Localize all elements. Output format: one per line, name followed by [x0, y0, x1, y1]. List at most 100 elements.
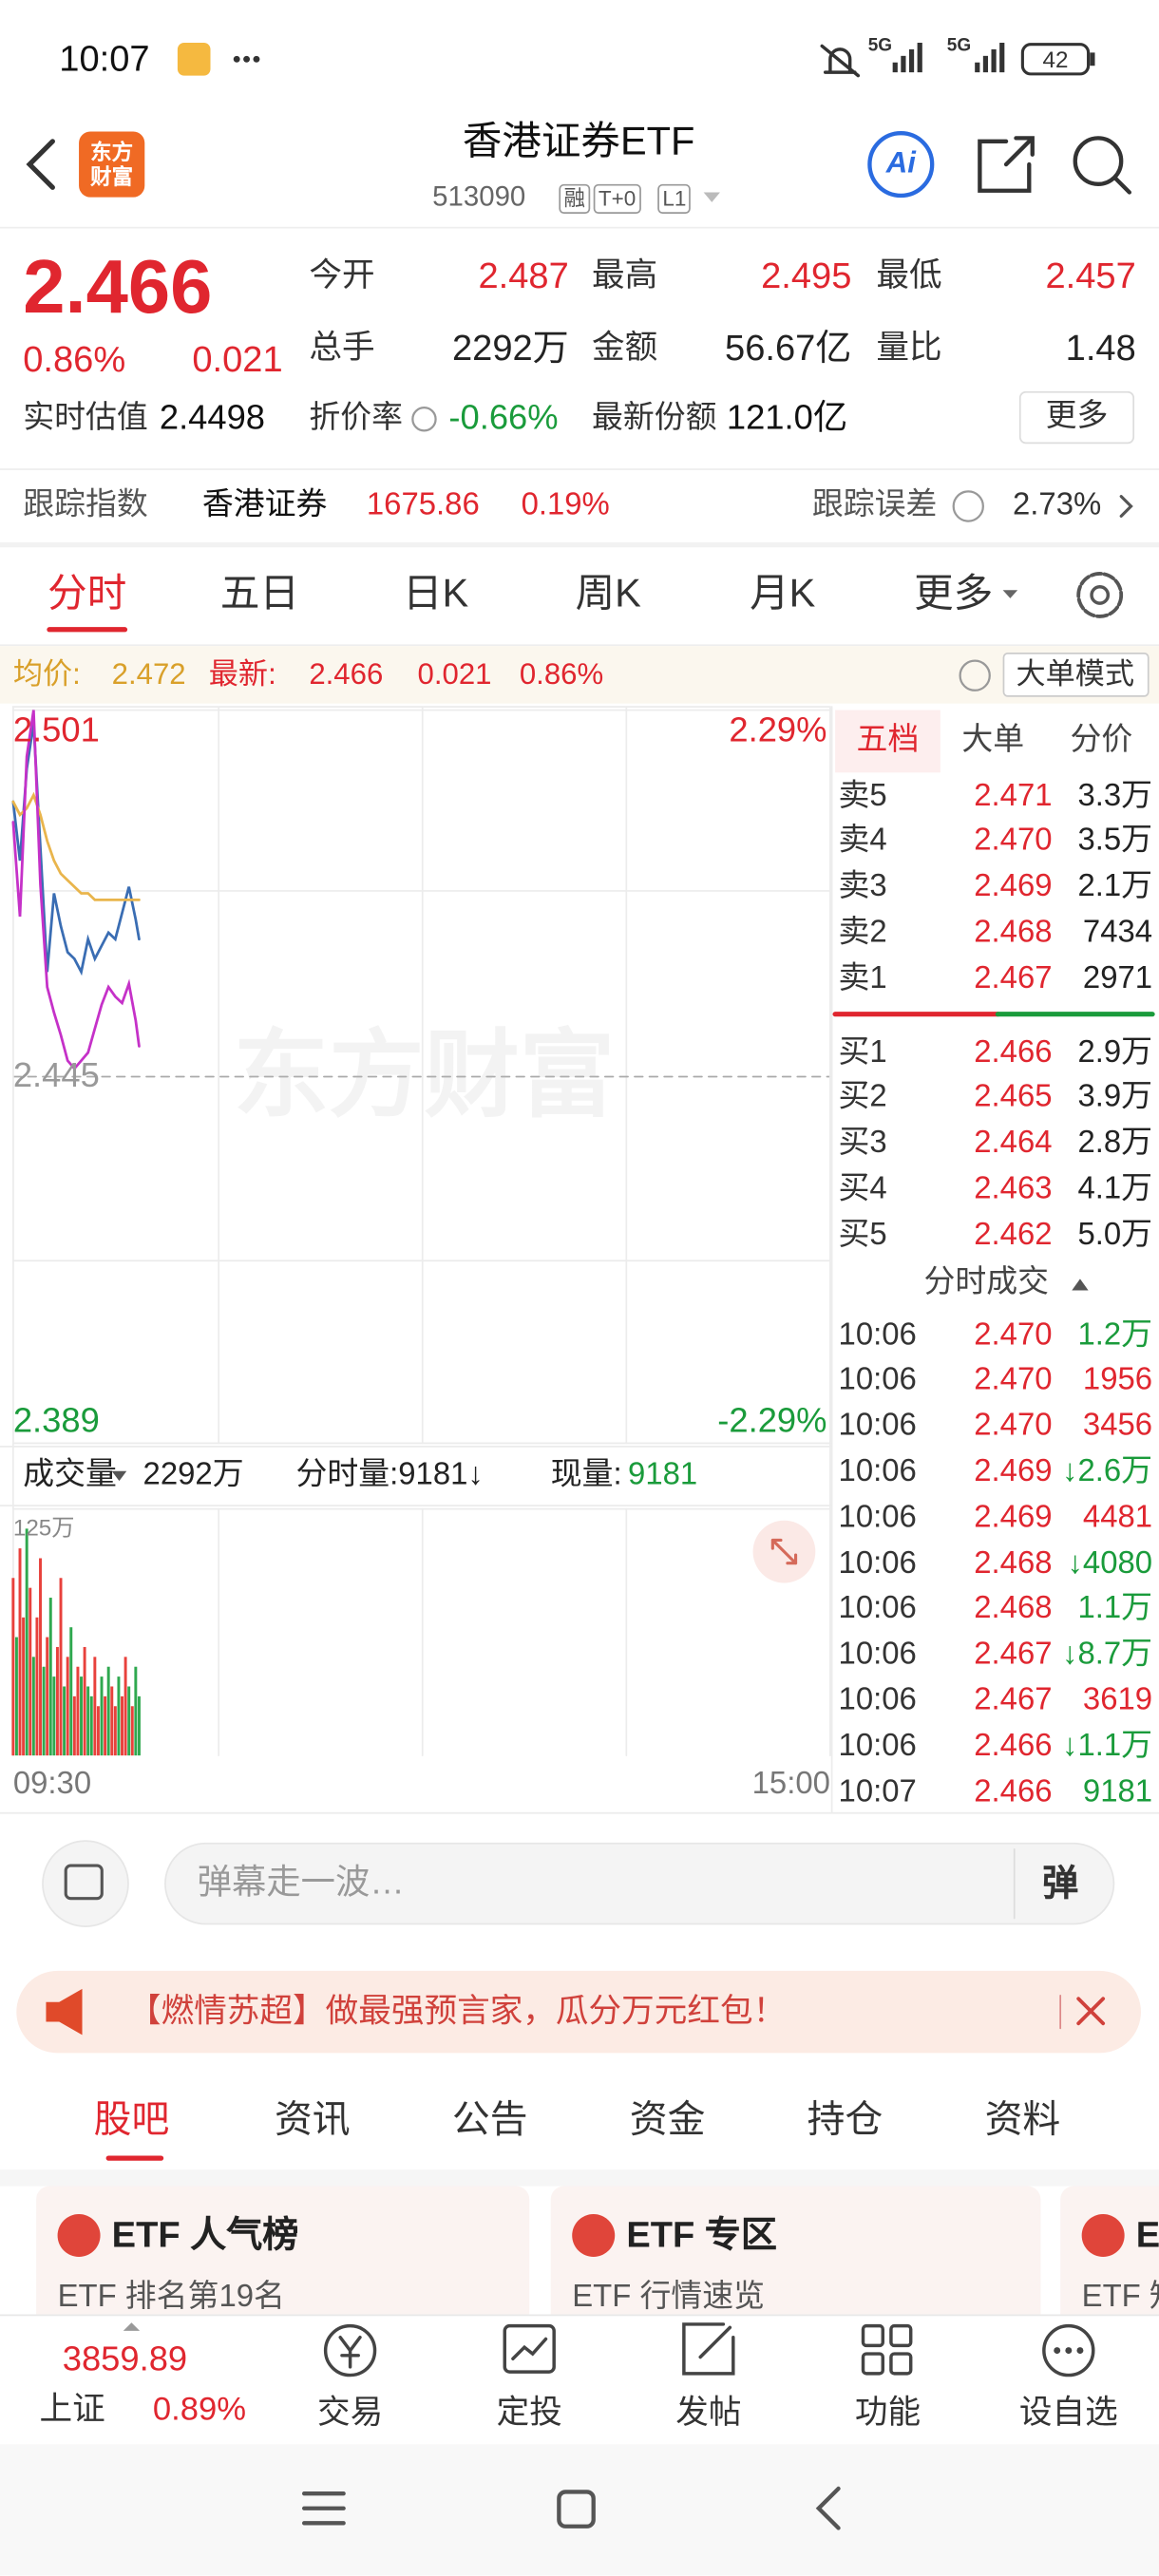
book-volume: 2.1万	[1077, 869, 1153, 905]
card-bg[interactable]	[550, 2186, 1041, 2315]
volume-tick-label: 125万	[12, 1513, 75, 1540]
back-button[interactable]	[26, 139, 55, 190]
nav-item[interactable]: 设自选	[1018, 2395, 1118, 2432]
more-dots	[233, 55, 260, 63]
nav-item[interactable]: 功能	[854, 2395, 922, 2432]
volume-bar	[89, 1695, 93, 1756]
change-percent: 0.86%	[23, 338, 126, 380]
book-tab[interactable]: 大单	[961, 722, 1025, 758]
series-line	[11, 791, 141, 901]
promo-banner[interactable]: 【燃情苏超】做最强预言家，瓜分万元红包！	[127, 1994, 787, 2031]
content-tab[interactable]: 公告	[451, 2097, 528, 2141]
index-value[interactable]: 3859.89	[62, 2340, 188, 2379]
content-tab[interactable]: 持仓	[807, 2097, 884, 2141]
volume-bar	[104, 1695, 107, 1756]
book-tab-bg	[835, 710, 940, 773]
nav-item[interactable]: 发帖	[675, 2395, 742, 2432]
card-title[interactable]: E	[1135, 2213, 1159, 2255]
content-tab[interactable]: 资讯	[274, 2097, 351, 2141]
card-icon	[572, 2213, 616, 2257]
chart-tab[interactable]: 日K	[402, 571, 469, 616]
current-volume: 9181	[628, 1457, 698, 1492]
trade-price: 2.468	[974, 1545, 1053, 1582]
book-tab[interactable]: 分价	[1070, 722, 1133, 758]
nav-item[interactable]: 定投	[496, 2395, 562, 2432]
logo-text[interactable]: 东方财富	[90, 140, 134, 190]
expand-icon	[770, 1538, 798, 1565]
badge: T+0	[593, 184, 641, 214]
help-icon[interactable]	[952, 490, 984, 522]
logo-box[interactable]	[79, 131, 145, 198]
settings-button[interactable]	[1076, 572, 1124, 618]
chart-tab[interactable]: 周K	[575, 571, 641, 616]
cards-strip: ETF 人气榜 ETF 排名第19名 ETF 专区 ETF 行情速览 E ETF 知	[0, 2173, 1159, 2315]
nav-icons	[323, 2322, 1095, 2377]
more-button-box[interactable]	[1018, 390, 1135, 445]
chart-tab[interactable]: 分时	[48, 571, 127, 616]
help-icon[interactable]	[959, 659, 991, 691]
content-tab[interactable]: 股吧	[93, 2097, 170, 2141]
volume-bar	[52, 1676, 56, 1756]
book-tab[interactable]: 五档	[856, 722, 920, 758]
expand-index[interactable]	[123, 2322, 141, 2331]
danmaku-settings[interactable]	[42, 1840, 129, 1928]
trade-price: 2.470	[974, 1317, 1053, 1353]
share-button[interactable]	[978, 136, 1035, 193]
close-banner[interactable]	[1076, 1997, 1106, 2026]
settings-core	[1090, 585, 1111, 605]
volume-bar	[11, 1578, 15, 1756]
home-button[interactable]	[557, 2490, 596, 2529]
danmaku-button[interactable]: 弹	[1042, 1862, 1079, 1904]
more-dots	[1054, 2347, 1084, 2355]
book-price: 2.466	[974, 1034, 1053, 1070]
trade-price: 2.469	[974, 1454, 1053, 1489]
y-tick-label: 2.445	[12, 1057, 100, 1096]
chart-tab[interactable]: 五日	[219, 571, 299, 616]
help-icon[interactable]	[411, 407, 437, 432]
dropdown-arrow[interactable]	[111, 1470, 127, 1482]
card-bg[interactable]	[36, 2186, 530, 2315]
megaphone-icon	[46, 1988, 83, 2036]
dropdown-arrow[interactable]	[1002, 590, 1018, 598]
stat-label: 量比	[876, 330, 942, 367]
card-title[interactable]: ETF 专区	[626, 2213, 777, 2255]
stat-label: 总手	[309, 330, 375, 367]
menu-button[interactable]	[301, 2491, 346, 2526]
large-order-mode[interactable]: 大单模式	[1016, 657, 1135, 691]
book-price: 2.464	[974, 1126, 1053, 1162]
book-volume: 3.9万	[1077, 1080, 1153, 1115]
book-price: 2.467	[974, 960, 1053, 996]
search-button[interactable]	[1073, 136, 1124, 186]
content-tab[interactable]: 资金	[629, 2097, 706, 2141]
trade-time: 10:06	[838, 1591, 917, 1627]
volume-bar	[48, 1598, 52, 1756]
dropdown-arrow[interactable]	[703, 192, 720, 202]
more-button[interactable]: 更多	[1045, 398, 1109, 434]
nav-item[interactable]: 交易	[316, 2395, 384, 2432]
volume-selector[interactable]: 成交量	[23, 1457, 117, 1492]
chart-tab[interactable]: 月K	[750, 571, 816, 616]
banner-bg[interactable]	[16, 1970, 1141, 2054]
comment-input[interactable]: 弹幕走一波…	[197, 1865, 405, 1903]
back-nav-button[interactable]	[815, 2486, 841, 2530]
danmaku-icon	[64, 1864, 104, 1901]
mode-button-box[interactable]	[1002, 653, 1150, 697]
tracking-index[interactable]: 香港证券	[201, 487, 328, 522]
chart-tab[interactable]: 更多	[914, 571, 994, 616]
trades-title[interactable]: 分时成交	[923, 1264, 1050, 1300]
book-volume: 4.1万	[1077, 1171, 1153, 1207]
sort-arrow[interactable]	[1072, 1279, 1089, 1291]
trade-price: 2.469	[974, 1500, 1053, 1535]
content-tab[interactable]: 资料	[984, 2097, 1061, 2141]
trade-volume: ↓1.1万	[1062, 1729, 1153, 1764]
ai-button-ring[interactable]	[867, 131, 935, 199]
volume-bar	[106, 1666, 110, 1756]
chevron[interactable]	[1119, 495, 1133, 518]
volume-bar	[72, 1695, 76, 1756]
book-level: 卖1	[838, 960, 887, 996]
comment-input-bg[interactable]	[164, 1842, 1115, 1925]
ai-button[interactable]: Ai	[885, 146, 916, 180]
card-title[interactable]: ETF 人气榜	[111, 2213, 299, 2255]
trade-price: 2.467	[974, 1637, 1053, 1673]
